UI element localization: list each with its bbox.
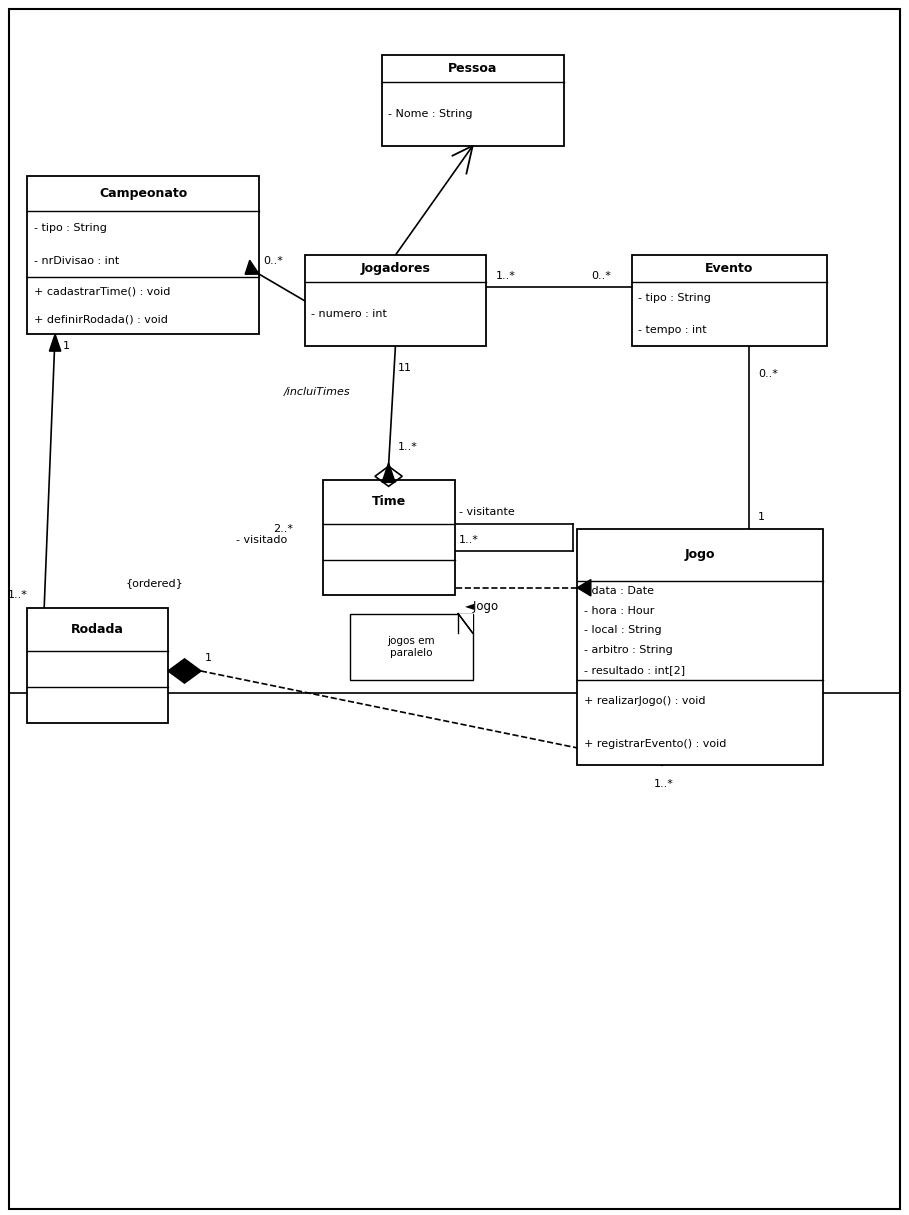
- Text: - data : Date: - data : Date: [584, 586, 654, 595]
- Text: - tipo : String: - tipo : String: [638, 294, 711, 304]
- Bar: [27, 608, 168, 723]
- Text: Pessoa: Pessoa: [448, 62, 497, 75]
- Text: - local : String: - local : String: [584, 626, 661, 635]
- Text: Jogadores: Jogadores: [361, 262, 430, 276]
- Polygon shape: [168, 659, 201, 683]
- Text: 1: 1: [205, 654, 212, 663]
- Text: 11: 11: [398, 362, 412, 373]
- Text: - Nome : String: - Nome : String: [388, 109, 473, 119]
- Polygon shape: [245, 260, 259, 275]
- Text: 2..*: 2..*: [273, 524, 293, 533]
- Text: 1: 1: [758, 512, 765, 522]
- Text: 1..*: 1..*: [654, 779, 674, 790]
- Text: 0..*: 0..*: [591, 271, 611, 281]
- Text: + registrarEvento() : void: + registrarEvento() : void: [584, 739, 726, 750]
- Bar: [27, 176, 259, 334]
- Text: 1: 1: [63, 340, 69, 351]
- Text: - nrDivisao : int: - nrDivisao : int: [34, 255, 119, 266]
- Text: - arbitro : String: - arbitro : String: [584, 645, 673, 655]
- Text: - tempo : int: - tempo : int: [638, 326, 706, 335]
- Text: Campeonato: Campeonato: [99, 187, 187, 200]
- Polygon shape: [382, 463, 395, 482]
- Text: + cadastrarTime() : void: + cadastrarTime() : void: [34, 287, 170, 296]
- Text: Evento: Evento: [705, 262, 754, 276]
- Text: Rodada: Rodada: [71, 623, 125, 635]
- Bar: [350, 614, 473, 680]
- Bar: [577, 529, 823, 765]
- Text: Time: Time: [372, 496, 405, 508]
- Text: 1..*: 1..*: [495, 271, 515, 281]
- Text: ◄Jogo: ◄Jogo: [464, 600, 499, 612]
- Text: - numero : int: - numero : int: [311, 310, 386, 320]
- Text: 1..*: 1..*: [398, 441, 417, 452]
- Text: 0..*: 0..*: [264, 256, 284, 266]
- Bar: [632, 255, 827, 346]
- Text: 0..*: 0..*: [758, 368, 778, 379]
- Text: - hora : Hour: - hora : Hour: [584, 605, 654, 616]
- Text: {ordered}: {ordered}: [125, 577, 184, 588]
- Text: 1..*: 1..*: [8, 589, 27, 600]
- Polygon shape: [577, 580, 591, 597]
- Text: jogos em
paralelo: jogos em paralelo: [387, 637, 435, 657]
- Text: + definirRodada() : void: + definirRodada() : void: [34, 315, 167, 324]
- Bar: [382, 55, 564, 146]
- Text: - visitante: - visitante: [459, 508, 514, 518]
- Text: + realizarJogo() : void: + realizarJogo() : void: [584, 696, 705, 706]
- Polygon shape: [458, 614, 473, 633]
- Text: /incluiTimes: /incluiTimes: [284, 386, 351, 397]
- Text: - tipo : String: - tipo : String: [34, 222, 106, 232]
- Bar: [323, 480, 454, 595]
- Text: 1..*: 1..*: [459, 535, 479, 546]
- Polygon shape: [49, 334, 61, 351]
- Text: - visitado: - visitado: [236, 535, 287, 546]
- Text: Jogo: Jogo: [684, 548, 715, 561]
- Bar: [305, 255, 486, 346]
- Text: - resultado : int[2]: - resultado : int[2]: [584, 665, 684, 676]
